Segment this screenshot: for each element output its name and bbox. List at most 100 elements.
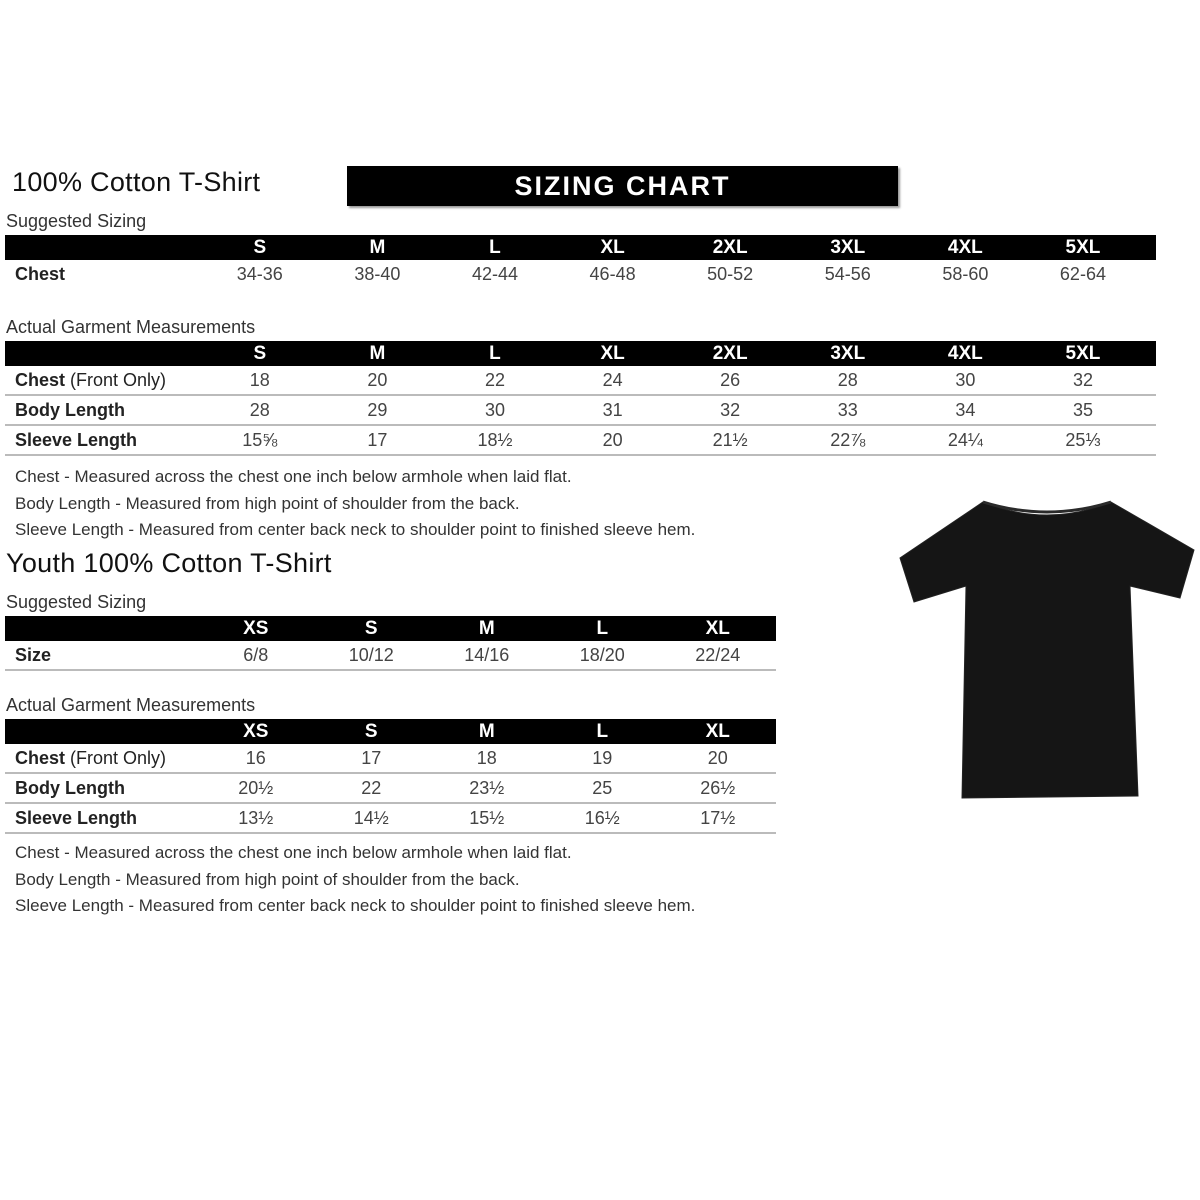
cell-3xl: 22⅞ [830,429,866,450]
adult-actual-label: Actual Garment Measurements [6,317,256,337]
row-label-extra: (Front Only) [65,369,167,390]
adult-suggested-label: Suggested Sizing [6,211,147,231]
cell-xs: 16 [245,747,266,768]
size-header-s: S [253,236,267,258]
cell-5xl: 35 [1072,399,1093,420]
cell-s: 18 [249,369,270,390]
size-header-xs: XS [243,720,269,742]
note-sleeve-length: Sleeve Length - Measured from center bac… [15,520,696,539]
row-label-text: Chest [15,747,66,768]
cell-xl: 20 [707,747,728,768]
cell-2xl: 21½ [712,429,748,450]
size-header-s: S [253,342,267,364]
cell-xs: 13½ [238,807,274,828]
cell-m: 14/16 [464,644,510,665]
youth-suggested-label: Suggested Sizing [6,592,147,612]
youth-notes: Chest - Measured across the chest one in… [15,843,695,923]
cell-l: 18/20 [579,644,625,665]
cell-4xl: 34 [955,399,976,420]
cell-2xl: 50-52 [707,263,754,284]
size-header-3xl: 3XL [830,342,866,364]
size-header-row: XS S M L XL [5,719,776,744]
sizing-chart-banner: SIZING CHART [347,166,898,206]
cell-xl: 24 [602,369,623,390]
cell-s: 22 [361,777,382,798]
size-header-row: S M L XL 2XL 3XL 4XL 5XL [5,341,1156,366]
row-label: Size [5,645,198,666]
size-header-4xl: 4XL [947,236,983,258]
cell-xs: 20½ [238,777,274,798]
cell-s: 14½ [353,807,389,828]
note-chest: Chest - Measured across the chest one in… [15,467,572,486]
cell-l: 18½ [477,429,513,450]
youth-actual-label: Actual Garment Measurements [6,695,256,715]
cell-m: 29 [367,399,388,420]
size-header-xl: XL [705,720,730,742]
cell-l: 42-44 [471,263,518,284]
size-header-m: M [478,617,495,639]
size-header-m: M [369,342,386,364]
row-label: Chest (Front Only) [5,370,201,391]
cell-xl: 31 [602,399,623,420]
size-header-m: M [369,236,386,258]
table-row: Sleeve Length 15⅝ 17 18½ 20 21½ 22⅞ 24¼ 25⅓ [5,426,1156,456]
size-header-2xl: 2XL [712,342,748,364]
note-body-length: Body Length - Measured from high point o… [15,493,520,513]
row-label-text: Sleeve Length [15,429,138,450]
size-header-l: L [596,720,609,742]
size-header-l: L [489,236,501,258]
table-row: Chest 34-36 38-40 42-44 46-48 50-52 54-56 58-60… [5,260,1156,290]
size-header-row: XS S M L XL [5,616,776,641]
cell-xl: 26½ [700,777,736,798]
row-label-text: Size [15,644,52,665]
row-label-text: Chest [15,263,66,284]
cell-4xl: 58-60 [942,263,989,284]
adult-notes: Chest - Measured across the chest one in… [15,467,695,547]
cell-m: 20 [367,369,388,390]
note-body-length: Body Length - Measured from high point o… [15,869,520,889]
row-label-text: Sleeve Length [15,807,138,828]
youth-title: Youth 100% Cotton T-Shirt [6,548,332,578]
size-header-3xl: 3XL [830,236,866,258]
cell-m: 23½ [469,777,505,798]
note-chest: Chest - Measured across the chest one in… [15,843,572,862]
table-row: Sleeve Length 13½ 14½ 15½ 16½ 17½ [5,804,776,834]
size-header-row: S M L XL 2XL 3XL 4XL 5XL [5,235,1156,260]
cell-xl: 17½ [700,807,736,828]
row-label: Chest [5,264,201,285]
adult-suggested-table: S M L XL 2XL 3XL 4XL 5XL Chest 34-36 38-40 42-44 46-… [5,235,1156,290]
row-label-text: Body Length [15,777,125,798]
cell-m: 18 [476,747,497,768]
cell-l: 22 [484,369,505,390]
cell-xs: 6/8 [243,644,269,665]
size-header-l: L [489,342,501,364]
cell-s: 34-36 [236,263,283,284]
cell-3xl: 54-56 [824,263,871,284]
size-header-l: L [596,617,609,639]
cell-3xl: 28 [837,369,858,390]
note-sleeve-length: Sleeve Length - Measured from center bac… [15,896,696,915]
row-label-text: Chest [15,369,66,390]
size-header-5xl: 5XL [1065,236,1101,258]
cell-s: 10/12 [348,644,394,665]
size-header-xl: XL [600,342,625,364]
row-label: Chest (Front Only) [5,748,198,769]
adult-actual-table: S M L XL 2XL 3XL 4XL 5XL Chest (Front Only) 18 20 2… [5,341,1156,456]
table-row: Body Length 20½ 22 23½ 25 26½ [5,774,776,804]
size-header-4xl: 4XL [947,342,983,364]
cell-l: 19 [592,747,613,768]
cell-s: 15⅝ [242,429,278,450]
size-header-s: S [364,720,378,742]
cell-4xl: 30 [955,369,976,390]
cell-5xl: 25⅓ [1065,429,1101,450]
table-row: Body Length 28 29 30 31 32 33 34 35 [5,396,1156,426]
cell-m: 17 [367,429,388,450]
row-label-text: Body Length [15,399,125,420]
cell-xl: 46-48 [589,263,636,284]
table-row: Size 6/8 10/12 14/16 18/20 22/24 [5,641,776,671]
row-label: Sleeve Length [5,808,198,829]
size-header-xs: XS [243,617,269,639]
cell-s: 17 [361,747,382,768]
cell-2xl: 26 [720,369,741,390]
size-header-2xl: 2XL [712,236,748,258]
